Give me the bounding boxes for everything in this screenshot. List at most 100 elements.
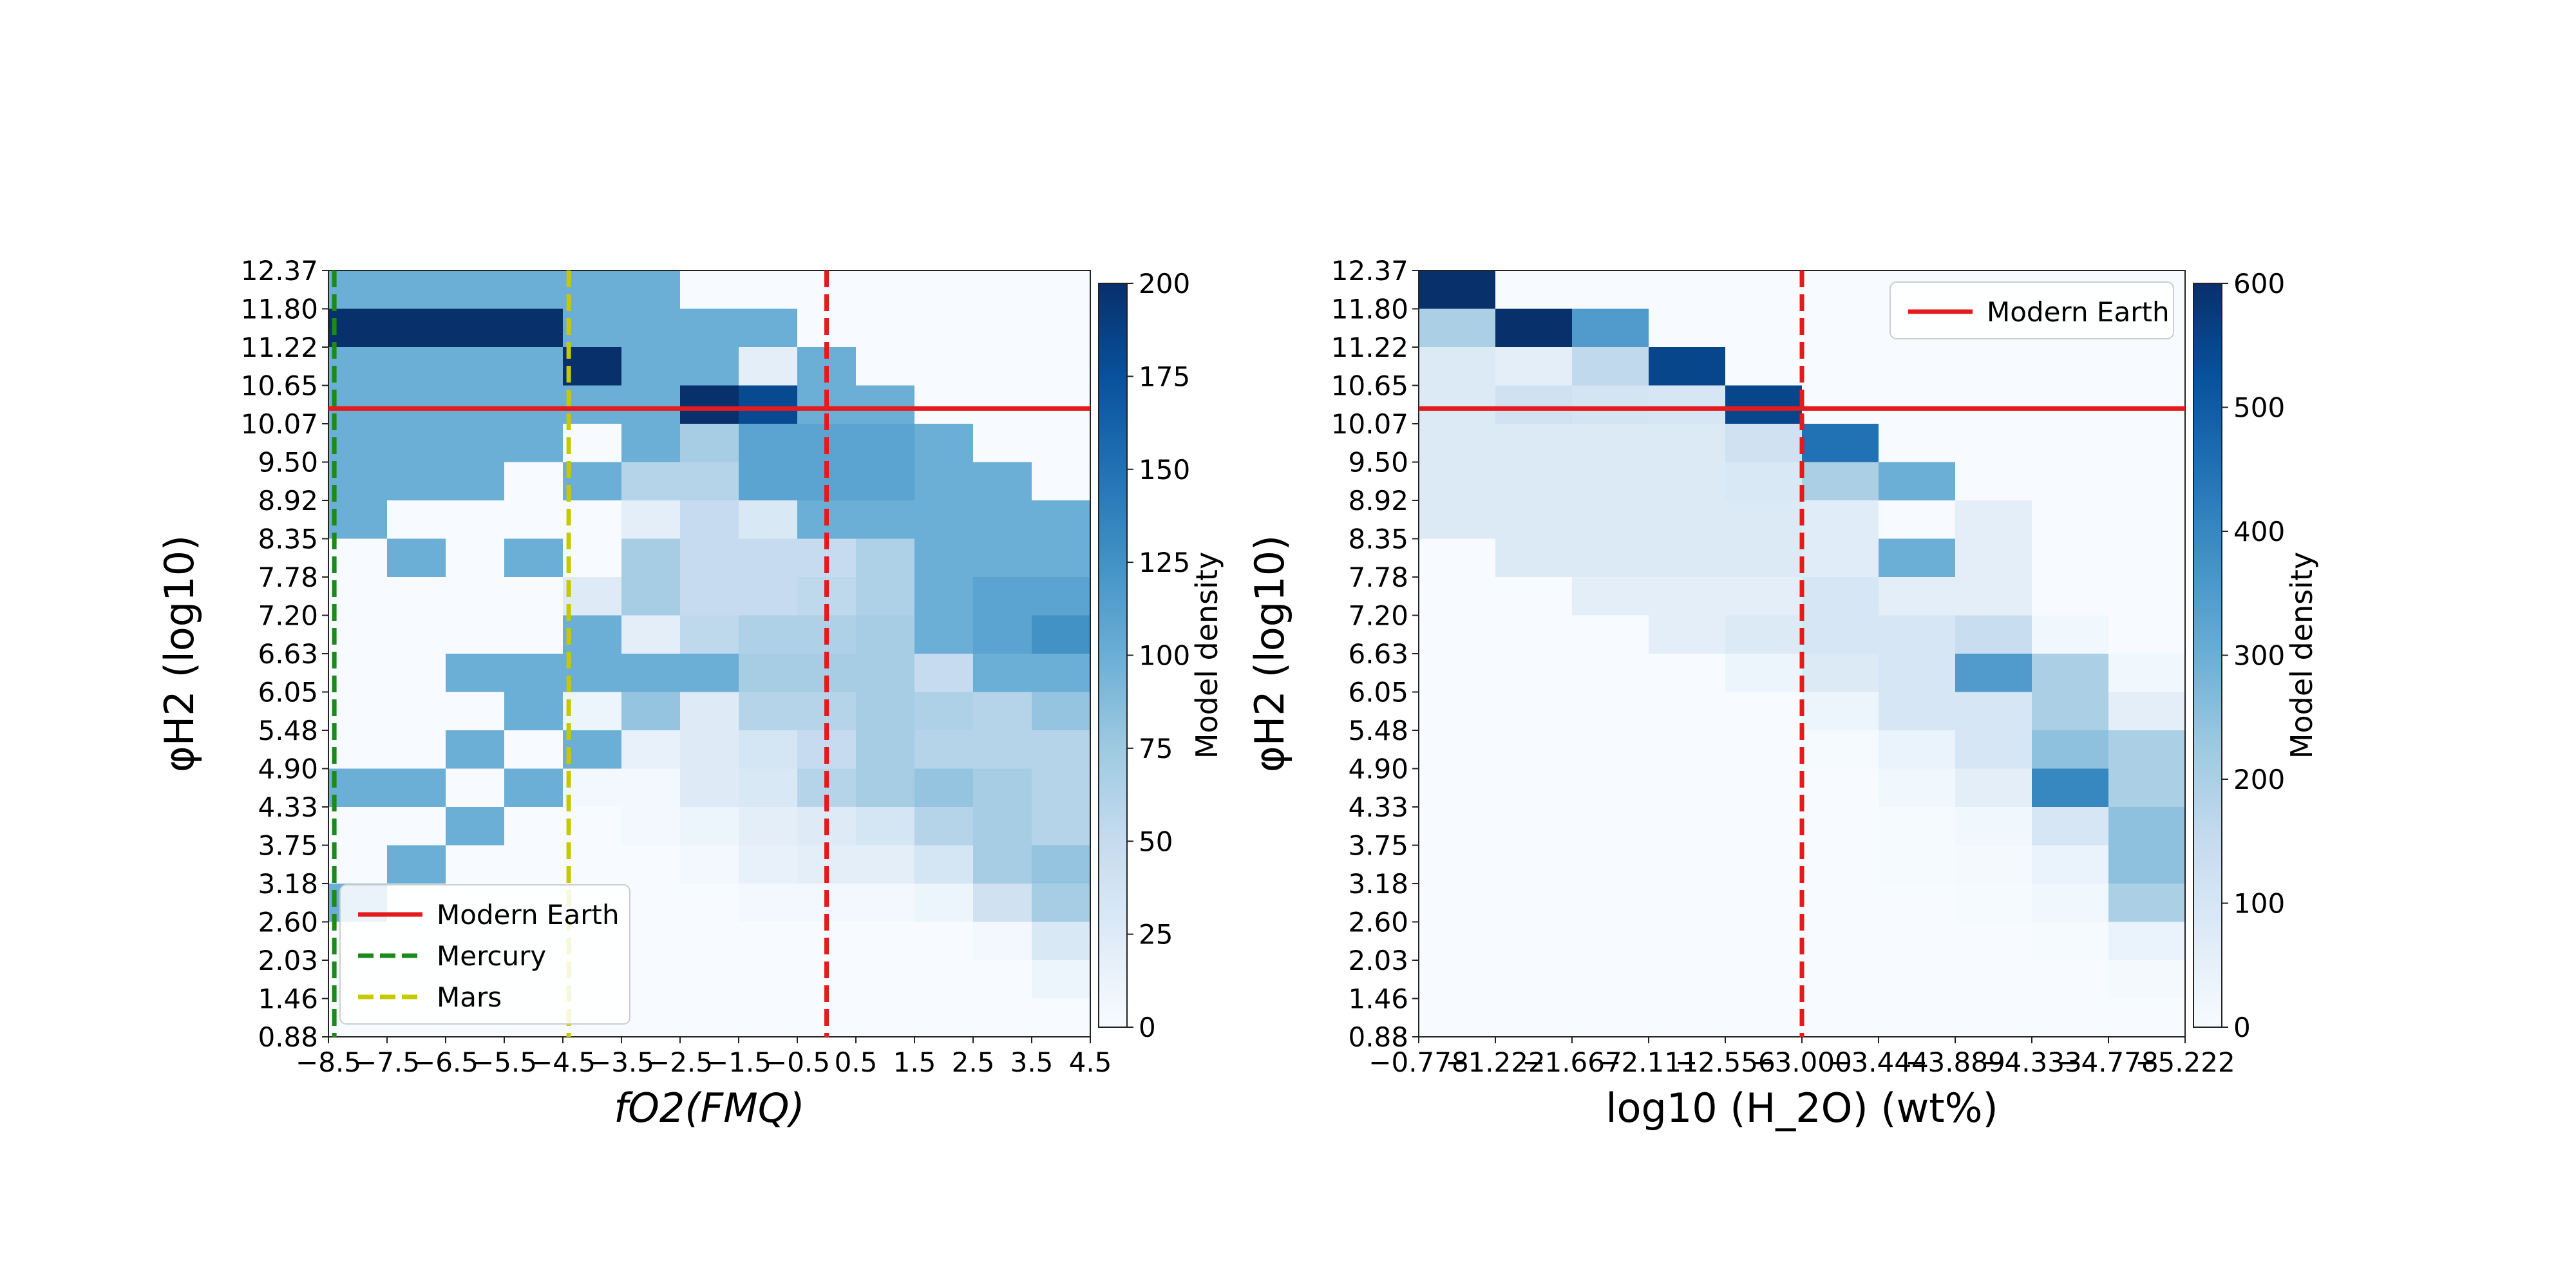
heatmap-cell [680, 654, 739, 693]
heatmap-cell [1032, 577, 1091, 616]
heatmap-cell [1032, 692, 1091, 731]
heatmap-cell [680, 922, 739, 961]
heatmap-cell [1419, 654, 1496, 693]
heatmap-cell [1649, 807, 1726, 846]
heatmap-cell [739, 960, 798, 999]
y-tick-label: 4.33 [258, 791, 318, 823]
y-tick-label: 3.18 [1348, 868, 1408, 900]
heatmap-cell [1879, 424, 1956, 463]
heatmap-cell [2108, 385, 2186, 424]
heatmap-cell [563, 692, 622, 731]
heatmap-cell [1955, 615, 2032, 654]
heatmap-cell [504, 270, 564, 310]
heatmap-cell [621, 960, 681, 999]
colorbar: 0 25 50 75 100 125 150 175 200 Model density [1098, 268, 1224, 1043]
x-tick-label: −0.778 [1368, 1046, 1468, 1078]
heatmap-cell [680, 845, 739, 884]
heatmap-cell [563, 577, 622, 616]
heatmap-cell [621, 845, 681, 884]
legend-box [1889, 281, 2174, 339]
heatmap-cell [2032, 385, 2109, 424]
x-tick-label: 0.5 [835, 1046, 878, 1078]
heatmap-cell [387, 807, 446, 846]
heatmap-cell [1955, 960, 2032, 999]
heatmap-cell [973, 692, 1032, 731]
heatmap-cell [1032, 308, 1091, 348]
heatmap-cell [856, 922, 915, 961]
heatmap-cell [1032, 462, 1091, 501]
heatmap-cell [504, 347, 564, 386]
y-tick-label: 6.63 [1348, 638, 1408, 670]
heatmap-cell [914, 577, 974, 616]
heatmap-cell [2108, 615, 2186, 654]
colorbar-tick-label: 400 [2233, 516, 2285, 547]
x-tick-label: −8.5 [296, 1046, 361, 1078]
heatmap-cell [1725, 385, 1803, 424]
heatmap-cell [563, 730, 622, 770]
heatmap-cell [387, 845, 446, 884]
heatmap-cell [387, 768, 446, 808]
y-tick-label: 3.75 [258, 830, 318, 862]
heatmap-cell [1419, 922, 1496, 961]
heatmap-cell [856, 347, 915, 386]
heatmap-cell [1802, 500, 1879, 540]
colorbar-tick-label: 50 [1139, 826, 1173, 857]
heatmap-cell [1879, 807, 1956, 846]
heatmap-cell [1495, 500, 1573, 540]
heatmap-cell [1879, 577, 1956, 616]
heatmap-cell [563, 270, 622, 310]
heatmap-cell [1572, 654, 1649, 693]
heatmap-cell [739, 538, 798, 578]
heatmap-cell [563, 500, 622, 540]
heatmap-cell [504, 692, 564, 731]
heatmap-cell [914, 922, 974, 961]
heatmap-cell [621, 615, 681, 654]
heatmap-cell [1495, 922, 1573, 961]
heatmap-cell [1572, 385, 1649, 424]
heatmap-cell [914, 884, 974, 923]
heatmap-cell [2032, 960, 2109, 999]
heatmap-cell [856, 615, 915, 654]
x-tick-label: −4.778 [2058, 1046, 2158, 1078]
heatmap-cell [739, 577, 798, 616]
heatmap-cell [973, 998, 1032, 1037]
x-tick-label: −3.444 [1828, 1046, 1928, 1078]
heatmap-cell [1495, 577, 1573, 616]
heatmap-cell [2108, 538, 2186, 578]
heatmap-cell [1419, 768, 1496, 808]
y-tick-label: 9.50 [1348, 447, 1408, 478]
y-tick-label: 12.37 [1331, 255, 1408, 287]
heatmap-cell [1725, 308, 1803, 348]
heatmap-cell [1419, 424, 1496, 463]
heatmap-cell [1802, 270, 1879, 310]
y-tick-label: 7.20 [1348, 600, 1408, 632]
heatmap-cell [2108, 884, 2186, 923]
colorbar-tick-label: 100 [1139, 640, 1190, 672]
heatmap-cell [973, 768, 1032, 808]
heatmap-cell [387, 462, 446, 501]
heatmap-cell [739, 730, 798, 770]
heatmap-cell [446, 577, 505, 616]
heatmap-cell [1649, 654, 1726, 693]
heatmap-cell [680, 500, 739, 540]
heatmap-cell [914, 308, 974, 348]
heatmap-cell [1495, 730, 1573, 770]
heatmap-cell [1572, 615, 1649, 654]
heatmap-cell [973, 730, 1032, 770]
heatmap-cell [1802, 308, 1879, 348]
heatmap-cell [1572, 960, 1649, 999]
heatmap-cell [1955, 845, 2032, 884]
heatmap-cell [1802, 347, 1879, 386]
colorbar-tick-label: 0 [1139, 1012, 1156, 1043]
heatmap-cell [1572, 462, 1649, 501]
heatmap-cell [973, 385, 1032, 424]
heatmap-cell [1649, 270, 1726, 310]
heatmap-cell [1572, 807, 1649, 846]
heatmap-cell [680, 385, 739, 424]
heatmap-cell [1495, 845, 1573, 884]
y-tick-label: 9.50 [258, 447, 318, 478]
heatmap-cell [563, 424, 622, 463]
y-tick-label: 3.18 [258, 868, 318, 900]
heatmap-cell [856, 577, 915, 616]
heatmap-cell [504, 768, 564, 808]
